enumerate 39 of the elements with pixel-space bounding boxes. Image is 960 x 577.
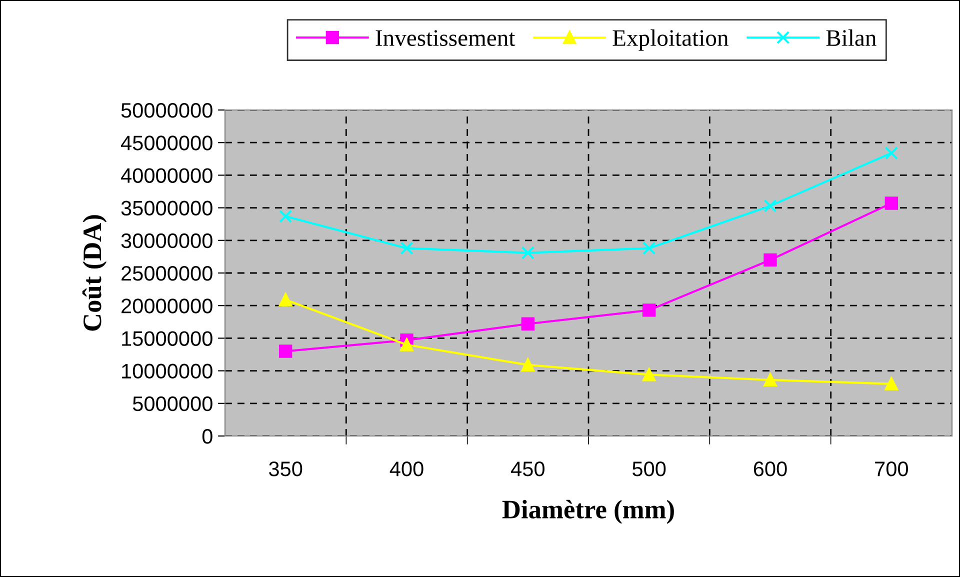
- y-tick-label: 20000000: [122, 298, 212, 314]
- x-tick-label: 400: [390, 462, 424, 476]
- point: [764, 373, 777, 387]
- point: [521, 246, 535, 260]
- point: [521, 317, 535, 330]
- y-tick-label: 0: [202, 429, 212, 444]
- y-tick-label: 10000000: [122, 364, 212, 379]
- x-tick-label: 450: [511, 462, 544, 476]
- y-tick-label: 45000000: [120, 136, 212, 150]
- x-tick-label: 700: [875, 462, 908, 476]
- legend-label: Bilan: [826, 29, 876, 46]
- y-axis-title: Coût (DA): [82, 215, 107, 331]
- point: [884, 196, 898, 210]
- point: [884, 377, 898, 390]
- point: [642, 242, 656, 255]
- legend-label: Exploitation: [612, 29, 728, 51]
- x-axis-title: Diamètre (mm): [502, 500, 674, 524]
- y-tick-label: 15000000: [122, 331, 212, 346]
- point: [521, 358, 535, 372]
- x-tick-label: 350: [269, 462, 302, 476]
- legend-label: Investissement: [376, 30, 516, 46]
- point: [400, 242, 414, 255]
- y-tick-label: 40000000: [120, 168, 212, 183]
- point: [884, 146, 898, 160]
- x-tick-label: 600: [754, 462, 787, 476]
- point: [642, 368, 656, 382]
- y-tick-label: 35000000: [121, 200, 212, 216]
- point: [764, 199, 777, 212]
- point: [278, 293, 292, 306]
- y-tick-label: 30000000: [121, 233, 212, 248]
- point: [400, 338, 414, 352]
- point: [642, 304, 656, 317]
- point: [764, 253, 777, 267]
- y-tick-label: 50000000: [121, 103, 212, 118]
- y-tick-label: 5000000: [132, 396, 212, 412]
- y-tick-label: 25000000: [122, 266, 212, 281]
- point: [278, 344, 292, 358]
- x-tick-label: 500: [632, 462, 666, 476]
- point: [278, 210, 292, 223]
